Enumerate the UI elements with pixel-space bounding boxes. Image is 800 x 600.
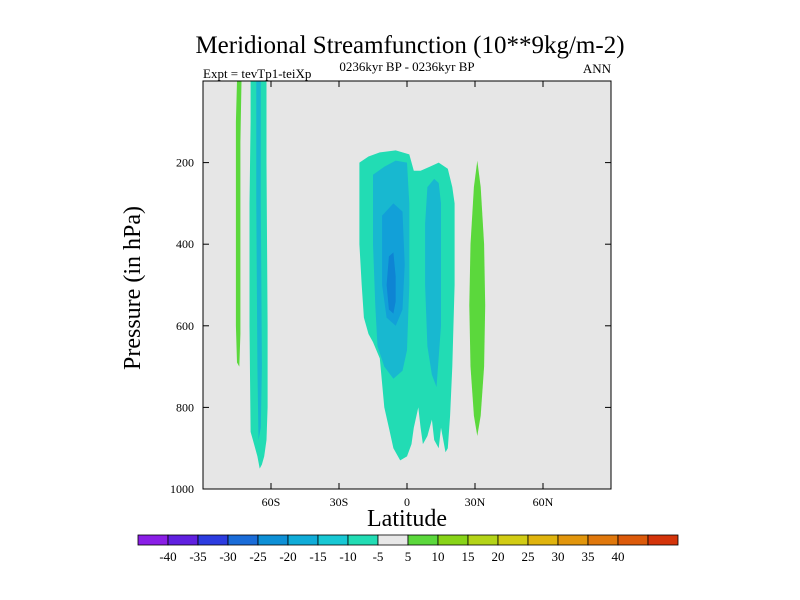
colorbar-label: -15 [309,549,326,564]
colorbar: -40 -35 -30 -25 -20 -15 -10 -5 5 10 15 20 25 30 35 40 [137,534,679,564]
chart-title: Meridional Streamfunction (10**9kg/m-2) [195,32,624,59]
colorbar-box [197,534,229,546]
contour-south-cell-inner [256,81,262,440]
colorbar-label: -5 [373,549,384,564]
x-axis-ticks: 60S 30S 0 30N 60N [262,81,554,509]
colorbar-label: 15 [462,549,475,564]
colorbar-label: -25 [249,549,266,564]
colorbar-label: 40 [612,549,625,564]
colorbar-box [407,534,439,546]
experiment-label: Expt = tevTp1-teiXp [203,66,311,81]
colorbar-box [497,534,529,546]
colorbar-box [617,534,649,546]
colorbar-label: 30 [552,549,565,564]
colorbar-box [137,534,169,546]
colorbar-box [317,534,349,546]
colorbar-box [227,534,259,546]
contour-main-cell-center [386,252,396,314]
y-axis-label: Pressure (in hPa) [120,206,146,370]
colorbar-label: 35 [582,549,595,564]
x-tick-label: 0 [404,495,410,509]
contour-main-cell-secondary [425,178,441,387]
colorbar-box [437,534,469,546]
colorbar-label: 25 [522,549,535,564]
colorbar-label: -10 [339,549,356,564]
y-axis-ticks: 200 400 600 800 1000 [170,156,611,496]
y-tick-label: 200 [176,156,194,170]
x-tick-label: 30S [330,495,349,509]
y-tick-label: 400 [176,237,194,251]
colorbar-label: -20 [279,549,296,564]
colorbar-label: -30 [219,549,236,564]
y-tick-label: 800 [176,400,194,414]
colorbar-label: 20 [492,549,505,564]
y-tick-label: 1000 [170,482,194,496]
y-tick-label: 600 [176,319,194,333]
colorbar-box [377,534,409,546]
x-tick-label: 60N [533,495,554,509]
colorbar-box [557,534,589,546]
contour-north-positive [469,160,486,436]
season-label: ANN [583,61,612,76]
x-tick-label: 60S [262,495,281,509]
colorbar-box [287,534,319,546]
colorbar-box [167,534,199,546]
colorbar-label: -35 [189,549,206,564]
colorbar-box [647,534,679,546]
colorbar-label: 5 [405,549,412,564]
x-axis-label: Latitude [367,506,447,532]
time-range-label: 0236kyr BP - 0236kyr BP [339,59,474,74]
colorbar-label: -40 [159,549,176,564]
colorbar-box [257,534,289,546]
colorbar-box [527,534,559,546]
contour-south-polar-positive [235,81,242,367]
contour-regions [235,81,486,469]
colorbar-label: 10 [432,549,445,564]
colorbar-box [467,534,499,546]
x-tick-label: 30N [465,495,486,509]
colorbar-box [587,534,619,546]
colorbar-box [347,534,379,546]
